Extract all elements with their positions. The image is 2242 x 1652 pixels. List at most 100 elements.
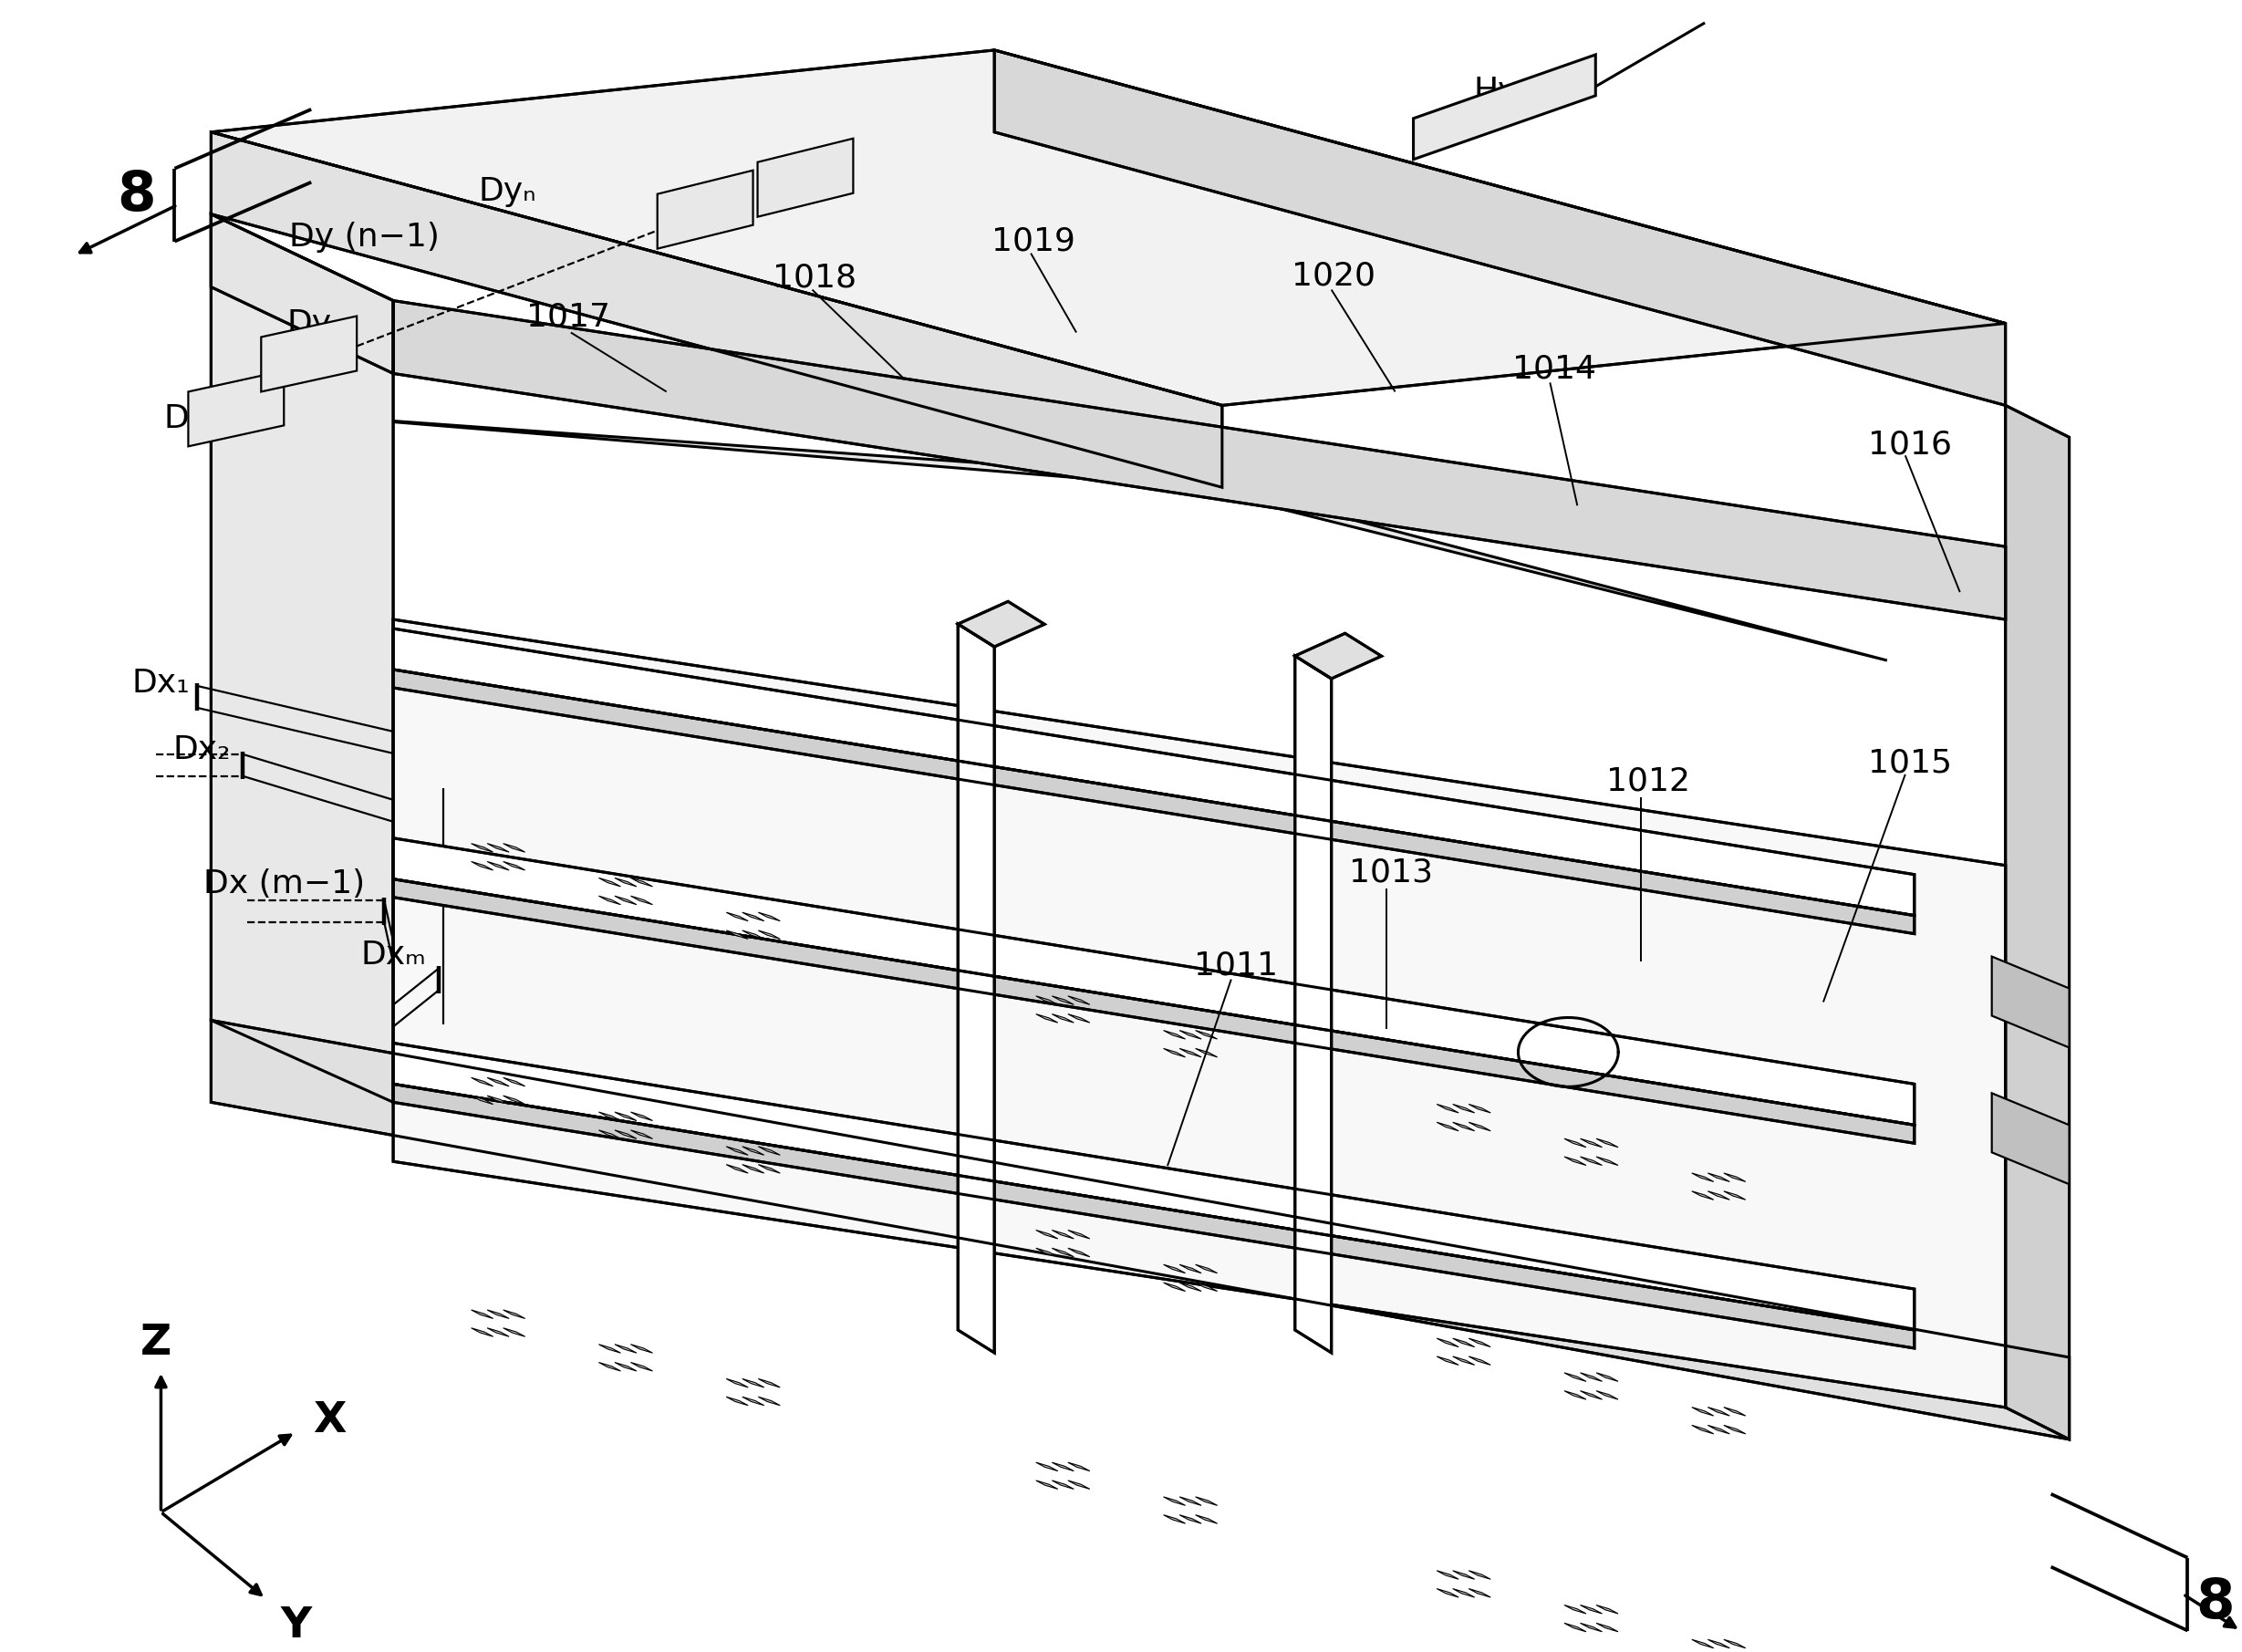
Polygon shape xyxy=(471,1328,493,1336)
Polygon shape xyxy=(392,301,2004,620)
Text: Dy₁: Dy₁ xyxy=(164,403,222,434)
Polygon shape xyxy=(1164,1031,1186,1039)
Polygon shape xyxy=(1195,1515,1217,1523)
Polygon shape xyxy=(758,1398,780,1406)
Polygon shape xyxy=(1693,1639,1713,1649)
Polygon shape xyxy=(1437,1104,1460,1113)
Polygon shape xyxy=(1195,1049,1217,1057)
Polygon shape xyxy=(758,1146,780,1155)
Polygon shape xyxy=(599,877,621,887)
Polygon shape xyxy=(487,1328,509,1336)
Polygon shape xyxy=(1437,1338,1460,1346)
Polygon shape xyxy=(630,1112,652,1120)
Text: 1018: 1018 xyxy=(773,263,856,294)
Polygon shape xyxy=(1565,1156,1585,1165)
Polygon shape xyxy=(1469,1589,1491,1597)
Polygon shape xyxy=(1596,1156,1619,1165)
Text: Dx (m−1): Dx (m−1) xyxy=(204,867,365,899)
Polygon shape xyxy=(1296,633,1381,679)
Polygon shape xyxy=(487,862,509,871)
Polygon shape xyxy=(1051,1231,1074,1239)
Polygon shape xyxy=(1581,1138,1603,1146)
Polygon shape xyxy=(630,1130,652,1138)
Polygon shape xyxy=(1036,1014,1058,1023)
Polygon shape xyxy=(471,1077,493,1087)
Polygon shape xyxy=(1036,1480,1058,1488)
Polygon shape xyxy=(1067,1014,1090,1023)
Polygon shape xyxy=(1164,1049,1186,1057)
Polygon shape xyxy=(758,1165,780,1173)
Polygon shape xyxy=(392,838,1915,1125)
Polygon shape xyxy=(758,912,780,920)
Text: 1012: 1012 xyxy=(1608,767,1690,798)
Polygon shape xyxy=(1581,1624,1603,1632)
Polygon shape xyxy=(487,844,509,852)
Text: X: X xyxy=(314,1401,345,1442)
Polygon shape xyxy=(742,912,765,920)
Text: 1015: 1015 xyxy=(1868,748,1953,778)
Text: 1019: 1019 xyxy=(991,226,1076,258)
Polygon shape xyxy=(487,1310,509,1318)
Polygon shape xyxy=(502,1310,525,1318)
Polygon shape xyxy=(502,862,525,871)
Polygon shape xyxy=(1581,1606,1603,1614)
Polygon shape xyxy=(758,1379,780,1388)
Polygon shape xyxy=(502,1328,525,1336)
Text: 1013: 1013 xyxy=(1350,857,1433,889)
Polygon shape xyxy=(1565,1624,1585,1632)
Polygon shape xyxy=(1469,1338,1491,1346)
Polygon shape xyxy=(211,50,2004,405)
Polygon shape xyxy=(1453,1356,1475,1365)
Polygon shape xyxy=(1596,1373,1619,1381)
Polygon shape xyxy=(392,1084,1915,1348)
Polygon shape xyxy=(1179,1282,1202,1292)
Polygon shape xyxy=(630,895,652,905)
Text: 1020: 1020 xyxy=(1291,261,1374,291)
Polygon shape xyxy=(2004,405,2069,1439)
Polygon shape xyxy=(1453,1122,1475,1132)
Polygon shape xyxy=(1581,1373,1603,1381)
Polygon shape xyxy=(1565,1606,1585,1614)
Polygon shape xyxy=(1724,1191,1747,1199)
Polygon shape xyxy=(630,1345,652,1353)
Polygon shape xyxy=(1724,1426,1747,1434)
Polygon shape xyxy=(1296,656,1332,1353)
Polygon shape xyxy=(1067,1462,1090,1470)
Polygon shape xyxy=(1067,1249,1090,1257)
Polygon shape xyxy=(614,1345,637,1353)
Polygon shape xyxy=(957,624,995,1353)
Polygon shape xyxy=(1179,1497,1202,1505)
Polygon shape xyxy=(1036,1249,1058,1257)
Polygon shape xyxy=(726,1379,749,1388)
Polygon shape xyxy=(1693,1173,1713,1181)
Polygon shape xyxy=(1164,1264,1186,1274)
Polygon shape xyxy=(188,370,285,446)
Polygon shape xyxy=(1596,1624,1619,1632)
Polygon shape xyxy=(392,620,2004,1408)
Polygon shape xyxy=(1565,1138,1585,1146)
Polygon shape xyxy=(1469,1571,1491,1579)
Polygon shape xyxy=(726,1146,749,1155)
Polygon shape xyxy=(726,1398,749,1406)
Polygon shape xyxy=(657,170,753,249)
Polygon shape xyxy=(758,930,780,938)
Polygon shape xyxy=(1067,1480,1090,1488)
Polygon shape xyxy=(1469,1122,1491,1132)
Polygon shape xyxy=(211,215,392,373)
Polygon shape xyxy=(487,1095,509,1104)
Polygon shape xyxy=(726,912,749,920)
Polygon shape xyxy=(1469,1104,1491,1113)
Polygon shape xyxy=(1693,1426,1713,1434)
Polygon shape xyxy=(1453,1338,1475,1346)
Polygon shape xyxy=(1195,1264,1217,1274)
Polygon shape xyxy=(742,930,765,938)
Polygon shape xyxy=(1708,1426,1729,1434)
Polygon shape xyxy=(1437,1356,1460,1365)
Polygon shape xyxy=(1412,55,1596,159)
Polygon shape xyxy=(211,1021,2069,1439)
Polygon shape xyxy=(614,1112,637,1120)
Polygon shape xyxy=(1991,1094,2069,1184)
Polygon shape xyxy=(1693,1408,1713,1416)
Text: 1014: 1014 xyxy=(1513,354,1596,385)
Polygon shape xyxy=(1596,1606,1619,1614)
